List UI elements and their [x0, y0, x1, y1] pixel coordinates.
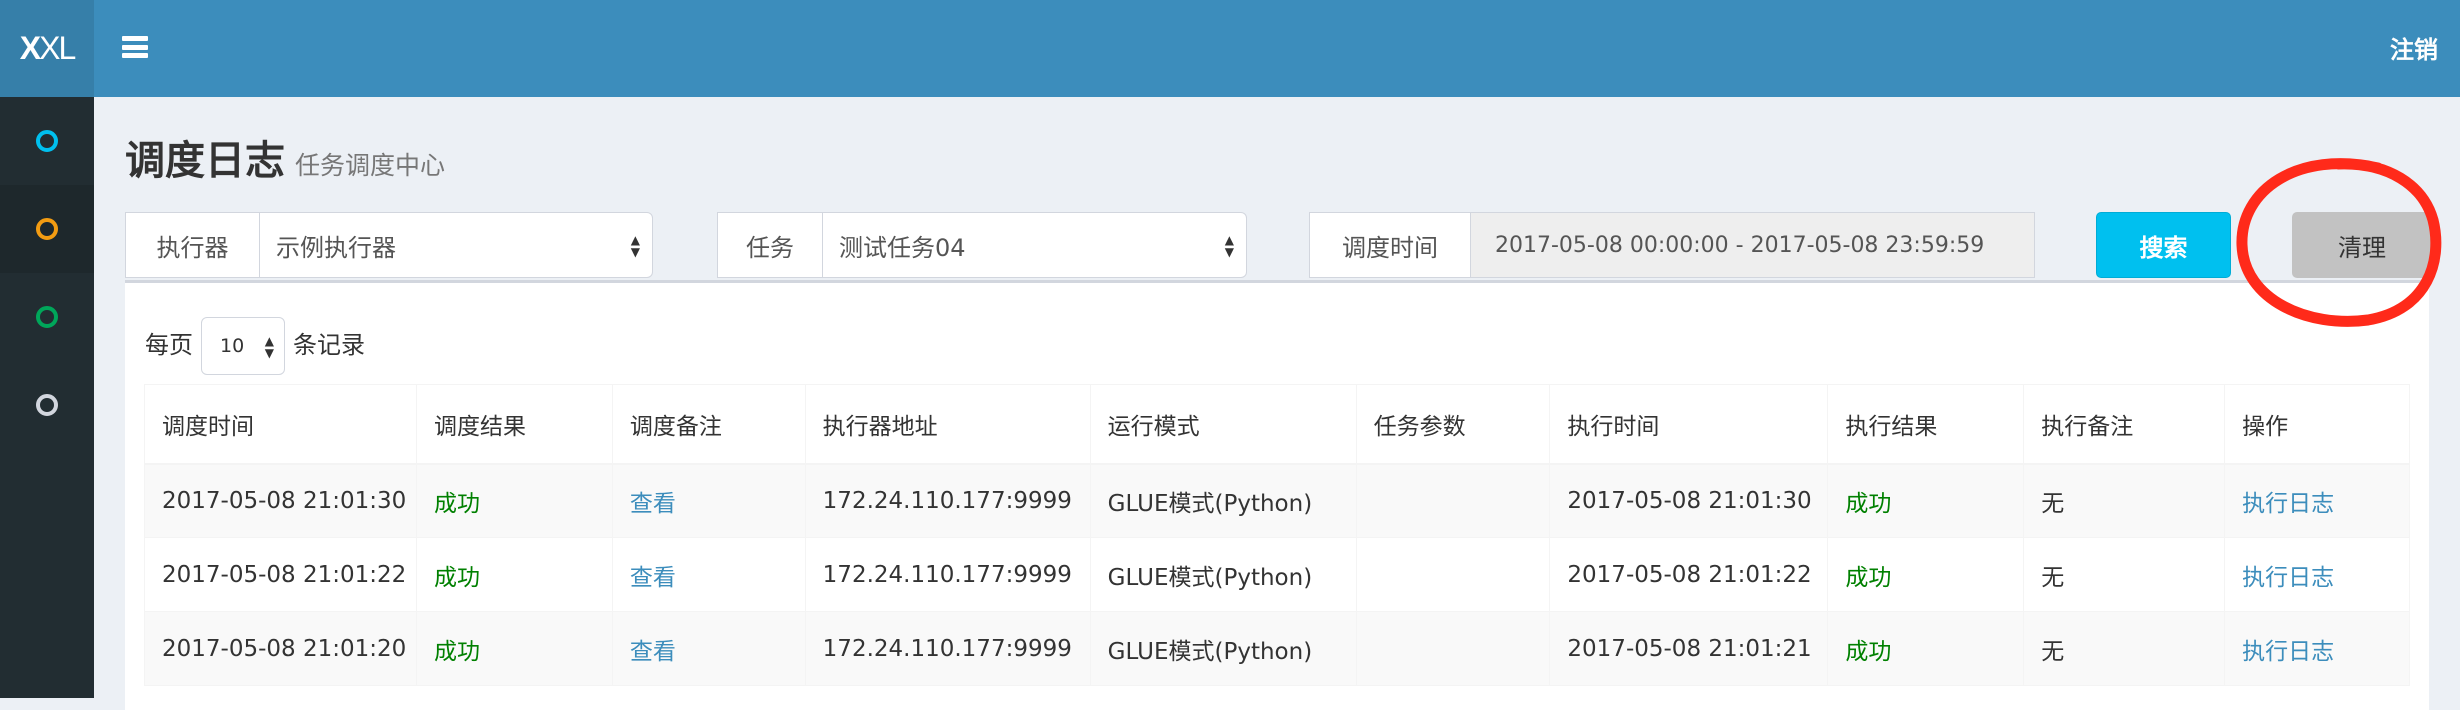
- executor-address: 172.24.110.177:9999: [804, 537, 1091, 612]
- executor-filter: 执行器 示例执行器 ▲ ▼: [125, 212, 653, 278]
- executor-address: 172.24.110.177:9999: [804, 463, 1091, 538]
- table-row: 2017-05-08 21:01:30 成功 查看 172.24.110.177:99…: [144, 463, 2410, 538]
- task-label: 任务: [717, 212, 822, 278]
- column-header[interactable]: 调度时间: [144, 384, 417, 465]
- circle-icon: [36, 306, 58, 328]
- sidebar-item-2[interactable]: [0, 185, 94, 273]
- run-mode: GLUE模式(Python): [1089, 463, 1357, 538]
- trigger-msg-link[interactable]: 查看: [611, 537, 806, 612]
- logo[interactable]: X XL: [0, 0, 94, 97]
- column-header[interactable]: 执行备注: [2023, 384, 2226, 465]
- task-select[interactable]: 测试任务04 ▲ ▼: [822, 212, 1247, 278]
- column-header[interactable]: 操作: [2224, 384, 2410, 465]
- logo-text: XL: [39, 30, 76, 66]
- trigger-result: 成功: [415, 537, 613, 612]
- table-header-row: 调度时间 调度结果 调度备注 执行器地址 运行模式 任务参数 执行时间 执行结果 执行备注 操作: [144, 384, 2410, 465]
- run-mode: GLUE模式(Python): [1089, 537, 1357, 612]
- view-log-link[interactable]: 执行日志: [2224, 611, 2410, 686]
- column-header[interactable]: 调度备注: [611, 384, 806, 465]
- column-header[interactable]: 执行结果: [1827, 384, 2025, 465]
- page-length-select[interactable]: 10 ▲ ▼: [201, 317, 285, 375]
- select-arrows-icon: ▲ ▼: [264, 334, 274, 360]
- handle-time: 2017-05-08 21:01:30: [1549, 463, 1829, 538]
- column-header[interactable]: 调度结果: [415, 384, 613, 465]
- logo-bold: X: [19, 30, 41, 66]
- handle-time: 2017-05-08 21:01:22: [1549, 537, 1829, 612]
- sidebar-item-4[interactable]: [0, 361, 94, 449]
- trigger-msg-link[interactable]: 查看: [611, 611, 806, 686]
- trigger-time: 2017-05-08 21:01:20: [144, 611, 417, 686]
- select-arrows-icon: ▲ ▼: [1224, 233, 1234, 259]
- executor-value: 示例执行器: [276, 233, 396, 262]
- trigger-time: 2017-05-08 21:01:30: [144, 463, 417, 538]
- task-params: [1355, 611, 1551, 686]
- page-title: 调度日志 任务调度中心: [125, 128, 445, 186]
- trigger-msg-link[interactable]: 查看: [611, 463, 806, 538]
- handle-result: 成功: [1827, 537, 2025, 612]
- column-header[interactable]: 任务参数: [1355, 384, 1551, 465]
- circle-icon: [36, 394, 58, 416]
- page-length: 每页 10 ▲ ▼ 条记录: [145, 313, 365, 375]
- executor-address: 172.24.110.177:9999: [804, 611, 1091, 686]
- handle-time: 2017-05-08 21:01:21: [1549, 611, 1829, 686]
- page-length-value: 10: [220, 335, 245, 357]
- search-button[interactable]: 搜索: [2096, 212, 2231, 278]
- table-row: 2017-05-08 21:01:20 成功 查看 172.24.110.177:99…: [144, 611, 2410, 686]
- sidebar-item-1[interactable]: [0, 97, 94, 185]
- task-filter: 任务 测试任务04 ▲ ▼: [717, 212, 1247, 278]
- time-filter: 调度时间 2017-05-08 00:00:00 - 2017-05-08 23…: [1309, 212, 2035, 278]
- select-arrows-icon: ▲ ▼: [630, 233, 640, 259]
- column-header[interactable]: 运行模式: [1089, 384, 1357, 465]
- executor-select[interactable]: 示例执行器 ▲ ▼: [259, 212, 653, 278]
- time-range-input[interactable]: 2017-05-08 00:00:00 - 2017-05-08 23:59:5…: [1470, 212, 2035, 278]
- circle-icon: [36, 130, 58, 152]
- executor-label: 执行器: [125, 212, 259, 278]
- page-length-prefix: 每页: [145, 330, 193, 359]
- sidebar-item-3[interactable]: [0, 273, 94, 361]
- log-table: 调度时间 调度结果 调度备注 执行器地址 运行模式 任务参数 执行时间 执行结果 执行备注 操作 …: [144, 384, 2410, 686]
- page-title-text: 调度日志: [125, 138, 285, 184]
- column-header[interactable]: 执行器地址: [804, 384, 1091, 465]
- page-length-suffix: 条记录: [293, 330, 365, 359]
- run-mode: GLUE模式(Python): [1089, 611, 1357, 686]
- trigger-result: 成功: [415, 611, 613, 686]
- time-label: 调度时间: [1309, 212, 1470, 278]
- view-log-link[interactable]: 执行日志: [2224, 463, 2410, 538]
- task-value: 测试任务04: [839, 233, 966, 262]
- handle-result: 成功: [1827, 611, 2025, 686]
- trigger-result: 成功: [415, 463, 613, 538]
- logout-link[interactable]: 注销: [2390, 36, 2438, 64]
- trigger-time: 2017-05-08 21:01:22: [144, 537, 417, 612]
- handle-result: 成功: [1827, 463, 2025, 538]
- sidebar: [0, 97, 94, 698]
- page-subtitle: 任务调度中心: [295, 151, 446, 180]
- table-row: 2017-05-08 21:01:22 成功 查看 172.24.110.177:99…: [144, 537, 2410, 612]
- handle-msg: 无: [2023, 611, 2226, 686]
- clear-button[interactable]: 清理: [2292, 212, 2432, 278]
- handle-msg: 无: [2023, 537, 2226, 612]
- hamburger-menu-icon[interactable]: [122, 36, 148, 58]
- handle-msg: 无: [2023, 463, 2226, 538]
- circle-icon: [36, 218, 58, 240]
- task-params: [1355, 463, 1551, 538]
- task-params: [1355, 537, 1551, 612]
- column-header[interactable]: 执行时间: [1549, 384, 1829, 465]
- top-header: X XL 注销: [0, 0, 2460, 97]
- view-log-link[interactable]: 执行日志: [2224, 537, 2410, 612]
